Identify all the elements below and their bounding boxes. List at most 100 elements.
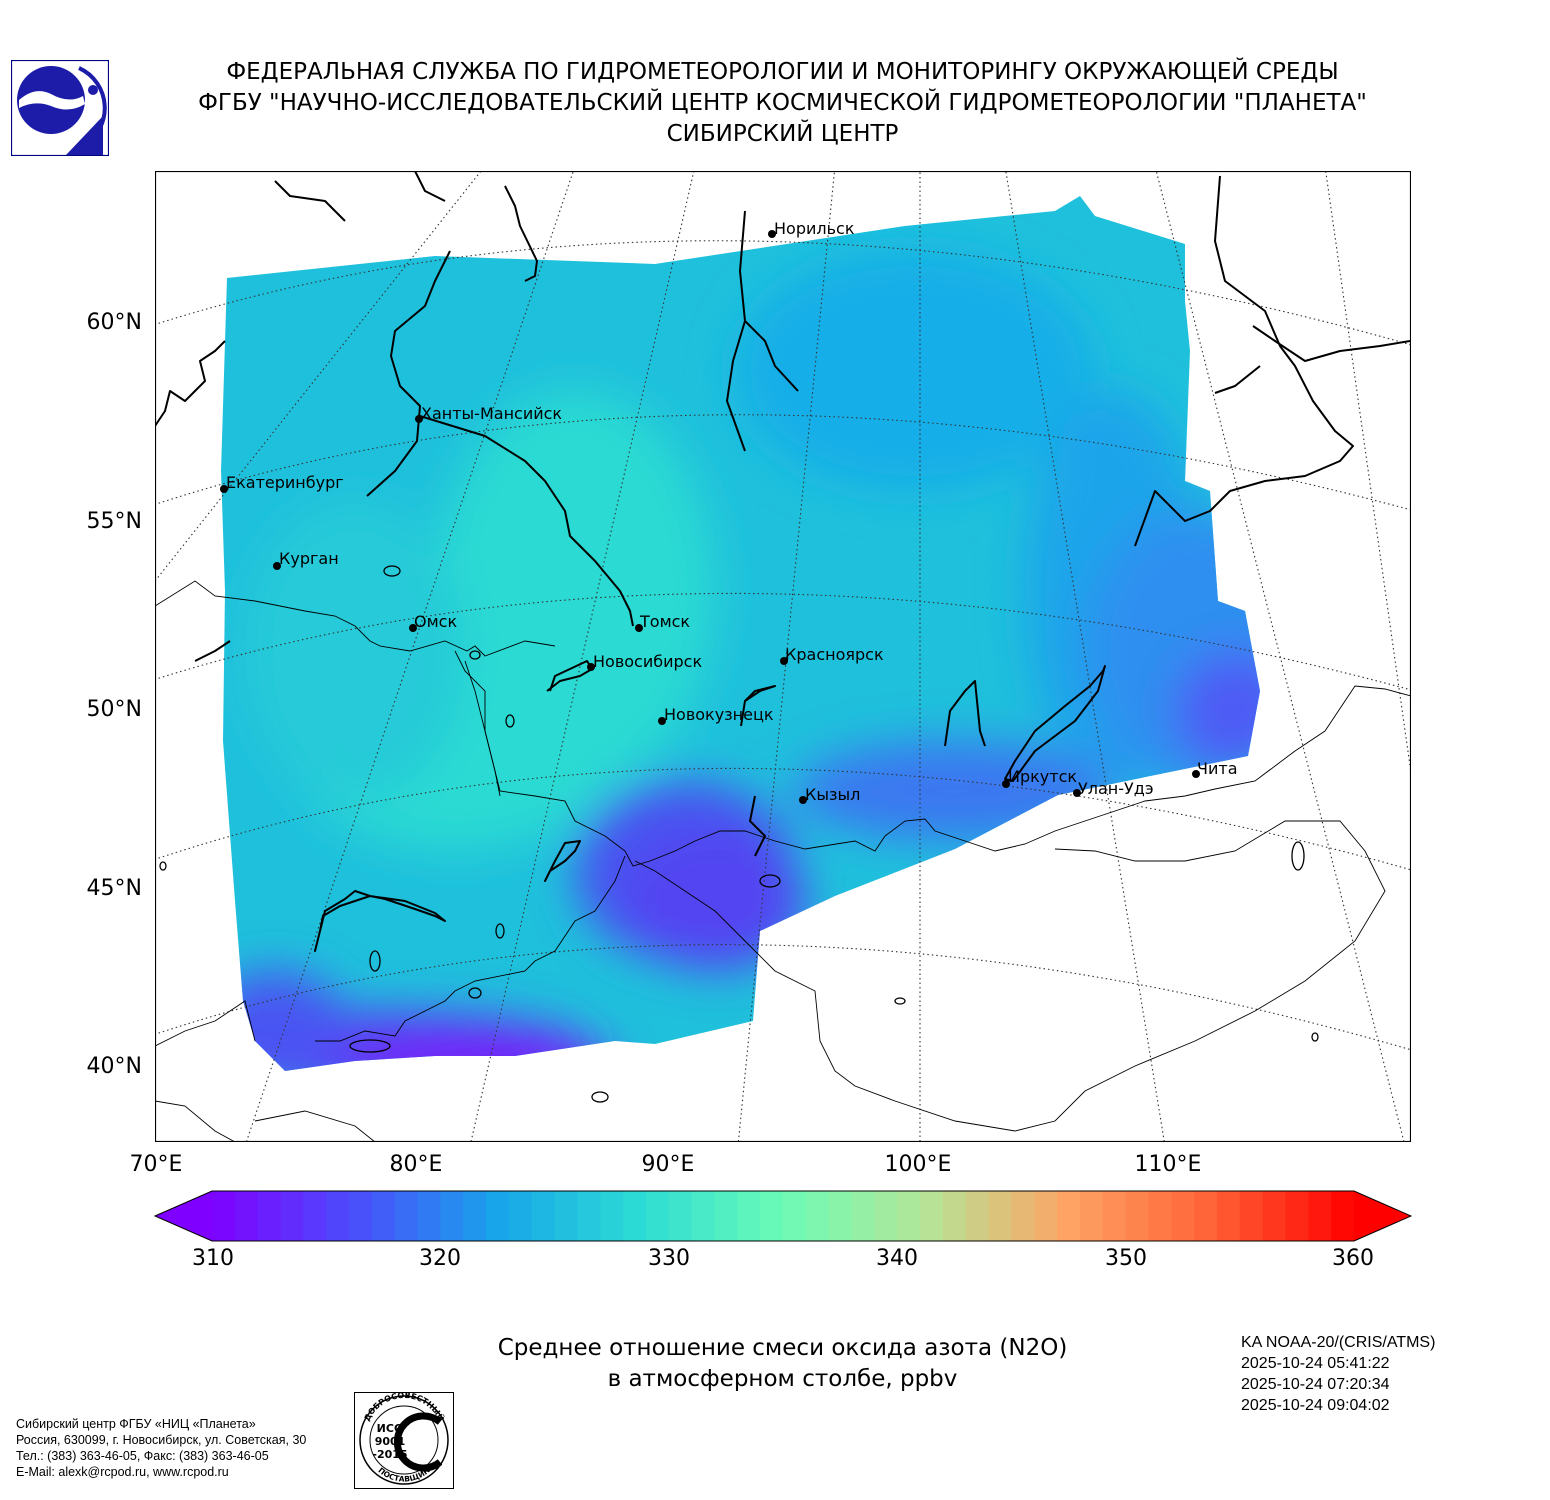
- colorbar-segment: [668, 1191, 693, 1241]
- colorbar-segment: [257, 1191, 282, 1241]
- colorbar-segment: [714, 1191, 738, 1241]
- map-caption: Среднее отношение смеси оксида азота (N2…: [400, 1333, 1165, 1395]
- n2o-map: [155, 171, 1411, 1142]
- colorbar-segment: [554, 1191, 579, 1241]
- colorbar-segment: [1102, 1191, 1127, 1241]
- colorbar-label-320: 320: [419, 1246, 461, 1271]
- iso-line-3: -2015: [372, 1448, 407, 1461]
- colorbar-segment: [1011, 1191, 1035, 1241]
- colorbar-segment: [440, 1191, 464, 1241]
- colorbar-segment: [623, 1191, 647, 1241]
- colorbar-segment: [1308, 1191, 1332, 1241]
- colorbar-segment: [212, 1191, 236, 1241]
- colorbar-segment: [371, 1191, 396, 1241]
- lat-label-55: 55°N: [86, 509, 142, 534]
- colorbar-segment: [417, 1191, 441, 1241]
- colorbar-segment: [691, 1191, 716, 1241]
- colorbar-segment: [1171, 1191, 1195, 1241]
- city-label-tomsk: Томск: [640, 612, 691, 631]
- city-label-novosibirsk: Новосибирск: [593, 652, 703, 671]
- colorbar-segment: [1148, 1191, 1172, 1241]
- contact-line-2: Россия, 630099, г. Новосибирск, ул. Сове…: [16, 1433, 307, 1447]
- header-line-1: ФЕДЕРАЛЬНАЯ СЛУЖБА ПО ГИДРОМЕТЕОРОЛОГИИ …: [226, 59, 1339, 85]
- colorbar-extend-min: [155, 1191, 212, 1241]
- lat-label-60: 60°N: [86, 310, 142, 335]
- colorbar-segment: [783, 1191, 807, 1241]
- city-markers: [220, 230, 1200, 804]
- colorbar-segment: [1216, 1191, 1241, 1241]
- colorbar-segment: [760, 1191, 784, 1241]
- colorbar-segment: [349, 1191, 373, 1241]
- city-label-khanty-mansiysk: Ханты-Мансийск: [421, 404, 563, 423]
- pass-time-3: 2025-10-24 09:04:02: [1241, 1397, 1390, 1414]
- colorbar-segment: [1034, 1191, 1058, 1241]
- lon-label-110: 110°E: [1134, 1152, 1202, 1177]
- colorbar-label-340: 340: [876, 1246, 918, 1271]
- lon-label-80: 80°E: [389, 1152, 443, 1177]
- colorbar-segment: [234, 1191, 259, 1241]
- colorbar-segment: [805, 1191, 830, 1241]
- colorbar-segment: [942, 1191, 967, 1241]
- colorbar: [153, 1190, 1413, 1242]
- colorbar-segment: [737, 1191, 761, 1241]
- colorbar-segment: [1079, 1191, 1104, 1241]
- colorbar-label-360: 360: [1332, 1246, 1374, 1271]
- contact-line-4: E-Mail: alexk@rcpod.ru, www.rcpod.ru: [16, 1465, 229, 1479]
- lat-label-40: 40°N: [86, 1054, 142, 1079]
- pass-time-2: 2025-10-24 07:20:34: [1241, 1376, 1390, 1393]
- city-label-irkutsk: Иркутск: [1008, 767, 1078, 786]
- lat-label-45: 45°N: [86, 876, 142, 901]
- lon-label-70: 70°E: [129, 1152, 183, 1177]
- header-line-2: ФГБУ "НАУЧНО-ИССЛЕДОВАТЕЛЬСКИЙ ЦЕНТР КОС…: [198, 90, 1367, 116]
- colorbar-segment: [303, 1191, 327, 1241]
- colorbar-segment: [965, 1191, 990, 1241]
- lon-label-90: 90°E: [641, 1152, 695, 1177]
- colorbar-segment: [463, 1191, 487, 1241]
- colorbar-label-310: 310: [192, 1246, 234, 1271]
- contact-line-1: Сибирский центр ФГБУ «НИЦ «Планета»: [16, 1417, 256, 1431]
- colorbar-segment: [645, 1191, 670, 1241]
- iso-line-1: ИСО: [377, 1422, 404, 1435]
- colorbar-segment: [1285, 1191, 1309, 1241]
- caption-line-1: Среднее отношение смеси оксида азота (N2…: [497, 1335, 1068, 1361]
- city-label-kyzyl: Кызыл: [805, 785, 861, 804]
- colorbar-segment: [874, 1191, 898, 1241]
- iso-9001-badge: ДОБРОСОВЕСТНЫЙ ПОСТАВЩИК ИСО 9001 -2015: [354, 1392, 454, 1489]
- colorbar-segment: [1331, 1191, 1355, 1241]
- city-label-chita: Чита: [1197, 759, 1238, 778]
- colorbar-segment: [1239, 1191, 1264, 1241]
- iso-line-2: 9001: [375, 1435, 406, 1448]
- city-label-novokuznetsk: Новокузнецк: [664, 705, 774, 724]
- colorbar-segment: [600, 1191, 624, 1241]
- city-label-krasnoyarsk: Красноярск: [785, 645, 884, 664]
- colorbar-extend-max: [1354, 1191, 1411, 1241]
- colorbar-segment: [486, 1191, 510, 1241]
- pass-time-1: 2025-10-24 05:41:22: [1241, 1355, 1390, 1372]
- caption-line-2: в атмосферном столбе, ppbv: [607, 1366, 958, 1392]
- colorbar-segment: [1194, 1191, 1218, 1241]
- colorbar-segment: [851, 1191, 875, 1241]
- colorbar-segment: [988, 1191, 1012, 1241]
- colorbar-segment: [531, 1191, 556, 1241]
- n2o-field: [221, 196, 1260, 1071]
- contact-line-3: Тел.: (383) 363-46-05, Факс: (383) 363-4…: [16, 1449, 269, 1463]
- colorbar-segment: [508, 1191, 533, 1241]
- city-label-kurgan: Курган: [279, 549, 339, 568]
- colorbar-segment: [920, 1191, 944, 1241]
- city-label-omsk: Омск: [414, 612, 458, 631]
- lat-label-50: 50°N: [86, 697, 142, 722]
- lon-label-100: 100°E: [884, 1152, 952, 1177]
- city-label-norilsk: Норильск: [774, 219, 855, 238]
- colorbar-label-350: 350: [1105, 1246, 1147, 1271]
- colorbar-segment: [1125, 1191, 1150, 1241]
- colorbar-segment: [280, 1191, 304, 1241]
- colorbar-label-330: 330: [648, 1246, 690, 1271]
- colorbar-segment: [326, 1191, 350, 1241]
- satellite-name: KA NOAA-20/(CRIS/ATMS): [1241, 1334, 1436, 1351]
- colorbar-segment: [828, 1191, 853, 1241]
- city-label-yekaterinburg: Екатеринбург: [226, 473, 344, 492]
- city-label-ulan-ude: Улан-Удэ: [1078, 779, 1154, 798]
- colorbar-segment: [1057, 1191, 1081, 1241]
- colorbar-segment: [577, 1191, 601, 1241]
- colorbar-segment: [1262, 1191, 1287, 1241]
